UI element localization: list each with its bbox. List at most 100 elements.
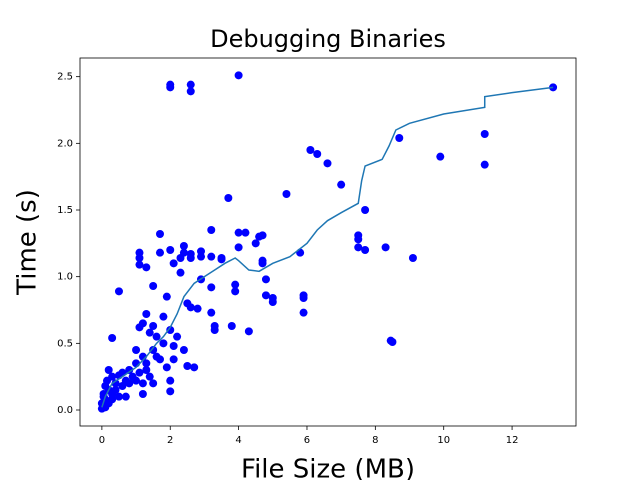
scatter-point: [166, 387, 175, 396]
scatter-point: [381, 243, 390, 252]
scatter-point: [306, 146, 315, 154]
scatter-point: [162, 292, 171, 301]
x-tick-label: 12: [506, 435, 519, 446]
scatter-point: [169, 355, 178, 364]
scatter-point: [169, 342, 178, 350]
y-tick-label: 2.5: [57, 72, 73, 83]
scatter-point: [193, 304, 202, 313]
scatter-point: [132, 346, 141, 354]
scatter-point: [166, 246, 175, 254]
scatter-point: [282, 190, 291, 198]
scatter-point: [155, 248, 164, 257]
scatter-point: [149, 322, 158, 330]
scatter-point: [142, 310, 151, 318]
scatter-point: [145, 328, 154, 337]
scatter-point: [361, 206, 370, 214]
x-axis-label: File Size (MB): [241, 455, 415, 480]
scatter-point: [186, 303, 195, 312]
scatter-point: [121, 392, 130, 401]
scatter-point: [176, 268, 185, 277]
scatter-point: [217, 254, 226, 262]
scatter-point: [480, 130, 489, 138]
y-tick-label: 2.0: [57, 138, 73, 149]
scatter-point: [234, 228, 243, 237]
scatter-point: [108, 390, 117, 398]
scatter-point: [296, 248, 305, 257]
chart-title: Debugging Binaries: [210, 25, 446, 53]
scatter-point: [125, 366, 134, 374]
scatter-point: [241, 228, 250, 237]
scatter-point: [166, 83, 175, 92]
x-tick-label: 4: [235, 435, 241, 446]
scatter-point: [125, 379, 134, 388]
scatter-point: [313, 150, 322, 158]
plot-frame: [79, 57, 577, 427]
scatter-point: [149, 346, 158, 354]
scatter-point: [186, 80, 195, 89]
scatter-point: [159, 312, 168, 321]
scatter-point: [166, 326, 175, 334]
scatter-point: [251, 239, 260, 248]
y-tick-label: 1.5: [57, 205, 73, 216]
scatter-point: [152, 332, 161, 341]
scatter-point: [162, 363, 171, 372]
scatter-point: [186, 250, 195, 258]
scatter-point: [152, 352, 161, 361]
scatter-point: [155, 230, 164, 238]
scatter-point: [258, 259, 267, 268]
scatter-point: [354, 235, 363, 244]
scatter-point: [210, 326, 219, 334]
y-tick-label: 0.5: [57, 338, 73, 349]
scatter-point: [299, 308, 308, 317]
line: [101, 86, 554, 408]
x-tick-label: 6: [304, 435, 310, 446]
scatter-point: [169, 259, 178, 268]
scatter-point: [224, 194, 233, 202]
x-tick-label: 10: [437, 435, 450, 446]
scatter-point: [108, 334, 117, 342]
scatter-point: [114, 392, 123, 401]
scatter-point: [207, 252, 216, 261]
x-tick-label: 0: [99, 435, 105, 446]
scatter-point: [207, 283, 216, 292]
scatter-point: [173, 332, 182, 341]
scatter-point: [268, 298, 277, 306]
scatter-point: [114, 287, 123, 296]
scatter-point: [197, 252, 206, 261]
scatter-point: [135, 260, 144, 269]
scatter-point: [337, 180, 346, 189]
scatter-point: [299, 294, 308, 302]
scatter-point: [190, 363, 199, 372]
scatter-point: [244, 327, 253, 336]
scatter-point: [186, 87, 195, 96]
scatter-point: [159, 339, 168, 348]
scatter-point: [386, 336, 395, 345]
scatter-point: [135, 254, 144, 262]
scatter-point: [480, 160, 489, 169]
scatter-point: [149, 282, 158, 290]
scatter-point: [354, 243, 363, 252]
scatter-point: [142, 366, 151, 374]
scatter-point: [323, 159, 332, 168]
scatter-point: [118, 382, 127, 390]
scatter-point: [138, 379, 147, 388]
scatter-point: [108, 372, 117, 381]
x-tick-label: 8: [372, 435, 378, 446]
scatter-point: [138, 390, 147, 398]
y-tick-label: 0.0: [57, 405, 73, 416]
scatter-point: [149, 379, 158, 388]
scatter-point: [111, 379, 120, 388]
scatter-point: [179, 346, 188, 354]
scatter-point: [132, 359, 141, 368]
scatter-point: [231, 280, 240, 289]
scatter-point: [138, 319, 147, 328]
scatter-point: [258, 231, 267, 240]
scatter-point: [261, 291, 270, 300]
scatter-point: [408, 254, 417, 262]
scatter-point: [183, 362, 192, 370]
scatter-point: [132, 376, 141, 385]
scatter-point: [104, 366, 113, 374]
scatter-point: [231, 287, 240, 296]
scatter-point: [207, 226, 216, 234]
